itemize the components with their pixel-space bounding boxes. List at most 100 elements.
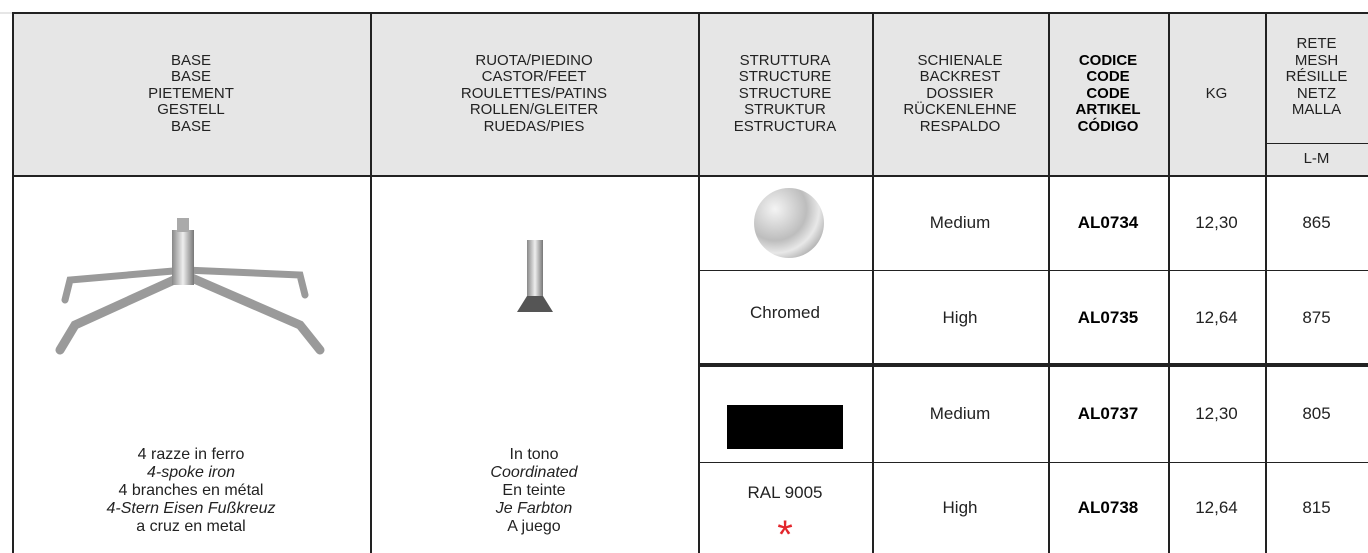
kg-cell: 12,64 xyxy=(1168,270,1265,365)
header-sub: L-M xyxy=(1303,150,1330,168)
grid-line xyxy=(1168,12,1170,553)
description-line: Coordinated xyxy=(490,463,578,481)
header-line: STRUKTUR xyxy=(744,101,826,119)
header-line: MALLA xyxy=(1291,101,1342,119)
description-line: 4 branches en métal xyxy=(118,481,264,499)
description-line: Je Farbton xyxy=(495,499,573,517)
header-line: ROLLEN/GLEITER xyxy=(469,101,599,119)
kg: 12,64 xyxy=(1195,497,1238,517)
backrest: Medium xyxy=(929,403,991,423)
header-line: STRUTTURA xyxy=(739,51,831,69)
header-bg xyxy=(12,12,1368,176)
description-line: 4-spoke iron xyxy=(146,463,236,481)
backrest-cell: Medium xyxy=(872,365,1048,462)
grid-line xyxy=(1265,12,1267,553)
grid-line xyxy=(698,270,1368,271)
grid-line xyxy=(370,12,372,553)
code-cell: AL0738 xyxy=(1048,462,1168,553)
header-line: BACKREST xyxy=(919,68,1001,86)
header-line: RETE xyxy=(1296,35,1337,53)
kg: 12,30 xyxy=(1195,403,1238,423)
header-line: STRUCTURE xyxy=(738,84,832,102)
header-line: ROULETTES/PATINS xyxy=(460,84,608,102)
finish-name: Chromed xyxy=(750,303,820,322)
header-line: CÓDIGO xyxy=(1077,117,1139,135)
code-cell: AL0734 xyxy=(1048,176,1168,270)
header-line: RESPALDO xyxy=(919,117,1001,135)
grid-line xyxy=(872,12,874,553)
mesh: 805 xyxy=(1302,403,1331,423)
mesh-cell: 865 xyxy=(1265,176,1368,270)
header-line: PIETEMENT xyxy=(148,84,234,102)
base_description: 4 razze in ferro 4-spoke iron 4 branches e… xyxy=(12,436,370,545)
header-line: RUEDAS/PIES xyxy=(483,117,585,135)
header-line: RÜCKENLEHNE xyxy=(903,101,1017,119)
code-cell: AL0737 xyxy=(1048,365,1168,462)
backrest: Medium xyxy=(929,213,991,232)
grid-line xyxy=(1265,143,1368,144)
backrest-cell: High xyxy=(872,270,1048,365)
grid-line xyxy=(12,12,14,553)
base-image xyxy=(55,218,325,355)
header-line: CASTOR/FEET xyxy=(481,68,587,86)
grid-line xyxy=(12,175,1368,177)
castor-image xyxy=(517,240,553,312)
mesh-cell: 815 xyxy=(1265,462,1368,553)
finish-cell: RAL 9005 xyxy=(698,478,872,508)
finish-cell: Chromed xyxy=(698,290,872,336)
code-cell: AL0735 xyxy=(1048,270,1168,365)
header-cell: KG xyxy=(1168,12,1265,176)
header-cell: RETE MESH RÉSILLE NETZ MALLA xyxy=(1265,12,1368,143)
kg: 12,64 xyxy=(1195,307,1238,327)
header-line: DOSSIER xyxy=(926,84,994,102)
grid-line xyxy=(1048,12,1050,553)
backrest: High xyxy=(942,307,978,327)
description-line: 4-Stern Eisen Fußkreuz xyxy=(106,499,276,517)
mesh: 865 xyxy=(1302,213,1331,232)
header-line: NETZ xyxy=(1296,84,1337,102)
description-line: 4 razze in ferro xyxy=(137,445,245,463)
backrest: High xyxy=(942,497,978,517)
header-sub-cell: L-M xyxy=(1265,143,1368,176)
code: AL0734 xyxy=(1077,213,1139,232)
header-line: CODE xyxy=(1086,68,1130,86)
header-line: CODICE xyxy=(1078,51,1138,69)
header-line: BASE xyxy=(170,68,212,86)
kg-cell: 12,30 xyxy=(1168,365,1265,462)
mesh-cell: 875 xyxy=(1265,270,1368,365)
header-line: KG xyxy=(1205,84,1228,102)
grid-line xyxy=(698,12,700,553)
header-cell: SCHIENALE BACKREST DOSSIER RÜCKENLEHNE RESPA… xyxy=(872,12,1048,176)
header-line: RÉSILLE xyxy=(1285,68,1348,86)
backrest-cell: High xyxy=(872,462,1048,553)
finish-mark: * xyxy=(777,513,793,553)
header-line: CODE xyxy=(1086,84,1130,102)
header-line: SCHIENALE xyxy=(917,51,1003,69)
header-line: BASE xyxy=(170,51,212,69)
header-line: RUOTA/PIEDINO xyxy=(475,51,593,69)
finish-mark-cell: * xyxy=(698,508,872,553)
header-line: ARTIKEL xyxy=(1075,101,1141,119)
black-swatch xyxy=(727,405,843,449)
chrome-swatch xyxy=(754,188,824,258)
header-cell: CODICE CODE CODE ARTIKEL CÓDIGO xyxy=(1048,12,1168,176)
description-line: a cruz en metal xyxy=(136,517,246,535)
finish-name: RAL 9005 xyxy=(747,483,823,502)
mesh-cell: 805 xyxy=(1265,365,1368,462)
kg: 12,30 xyxy=(1195,213,1238,232)
header-cell: STRUTTURA STRUCTURE STRUCTURE STRUKTUR ESTRU… xyxy=(698,12,872,176)
header-line: MESH xyxy=(1294,51,1339,69)
description-line: A juego xyxy=(507,517,561,535)
description-line: En teinte xyxy=(502,481,566,499)
header-cell: RUOTA/PIEDINO CASTOR/FEET ROULETTES/PATINS… xyxy=(370,12,698,176)
castor_description: In tono Coordinated En teinte Je Farbton A j… xyxy=(370,436,698,545)
header-line: GESTELL xyxy=(157,101,225,119)
header-line: STRUCTURE xyxy=(738,68,832,86)
header-cell: BASE BASE PIETEMENT GESTELL BASE xyxy=(12,12,370,176)
backrest-cell: Medium xyxy=(872,176,1048,270)
header-line: ESTRUCTURA xyxy=(733,117,837,135)
kg-cell: 12,64 xyxy=(1168,462,1265,553)
grid-line xyxy=(698,363,1368,367)
